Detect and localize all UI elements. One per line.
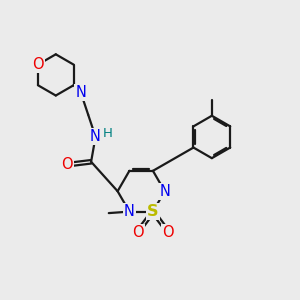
Text: N: N [90, 129, 101, 144]
Text: N: N [124, 204, 135, 219]
Text: S: S [147, 204, 159, 219]
Text: O: O [162, 225, 174, 240]
Text: N: N [159, 184, 170, 199]
Text: O: O [32, 57, 44, 72]
Text: N: N [75, 85, 86, 100]
Text: O: O [132, 225, 143, 240]
Text: O: O [61, 157, 73, 172]
Text: H: H [103, 127, 113, 140]
